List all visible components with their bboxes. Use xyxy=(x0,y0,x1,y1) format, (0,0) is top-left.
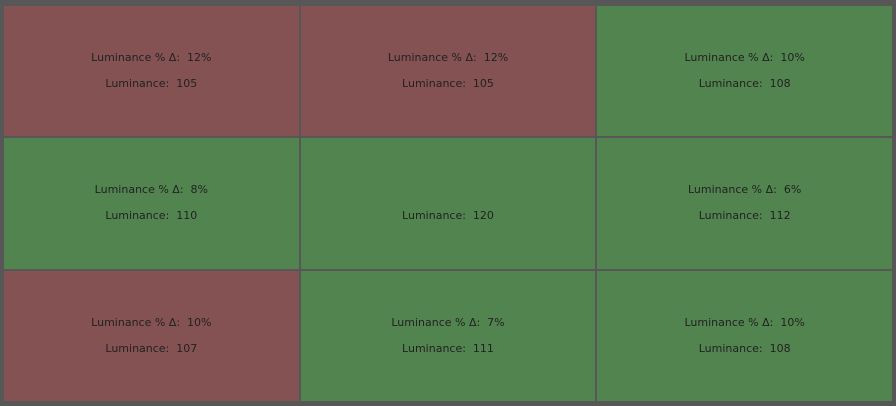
delta-label: Luminance % Δ: 7% xyxy=(391,315,505,329)
delta-label: Luminance % Δ: 6% xyxy=(688,183,802,197)
cell: Luminance % Δ: 6% Luminance: 112 xyxy=(597,138,892,269)
delta-label: Luminance % Δ: 12% xyxy=(91,51,212,65)
luminance-label: Luminance: 105 xyxy=(105,77,198,91)
delta-label: Luminance % Δ: 12% xyxy=(387,51,509,65)
luminance-label: Luminance: 105 xyxy=(402,77,494,91)
cell: Luminance % Δ: 10% Luminance: 107 xyxy=(4,270,299,401)
luminance-label: Luminance: 120 xyxy=(402,209,494,223)
luminance-label: Luminance: 110 xyxy=(105,209,198,223)
cell: Luminance % Δ: 12% Luminance: 105 xyxy=(4,6,299,137)
cell: Luminance: 120 xyxy=(300,138,596,269)
delta-label: Luminance % Δ: 10% xyxy=(684,315,805,329)
luminance-label: Luminance: 107 xyxy=(105,341,198,355)
delta-label: Luminance % Δ: 10% xyxy=(684,51,805,65)
cell: Luminance % Δ: 10% Luminance: 108 xyxy=(597,270,892,401)
cell: Luminance % Δ: 8% Luminance: 110 xyxy=(4,138,299,269)
cell: Luminance % Δ: 12% Luminance: 105 xyxy=(300,6,596,137)
luminance-label: Luminance: 108 xyxy=(698,341,791,355)
delta-label: Luminance % Δ: 10% xyxy=(91,315,212,329)
delta-label: Luminance % Δ: 8% xyxy=(94,183,208,197)
luminance-label: Luminance: 111 xyxy=(402,341,494,355)
luminance-label: Luminance: 108 xyxy=(698,77,791,91)
cell: Luminance % Δ: 10% Luminance: 108 xyxy=(597,6,892,137)
cell: Luminance % Δ: 7% Luminance: 111 xyxy=(300,270,596,401)
luminance-label: Luminance: 112 xyxy=(698,209,791,223)
